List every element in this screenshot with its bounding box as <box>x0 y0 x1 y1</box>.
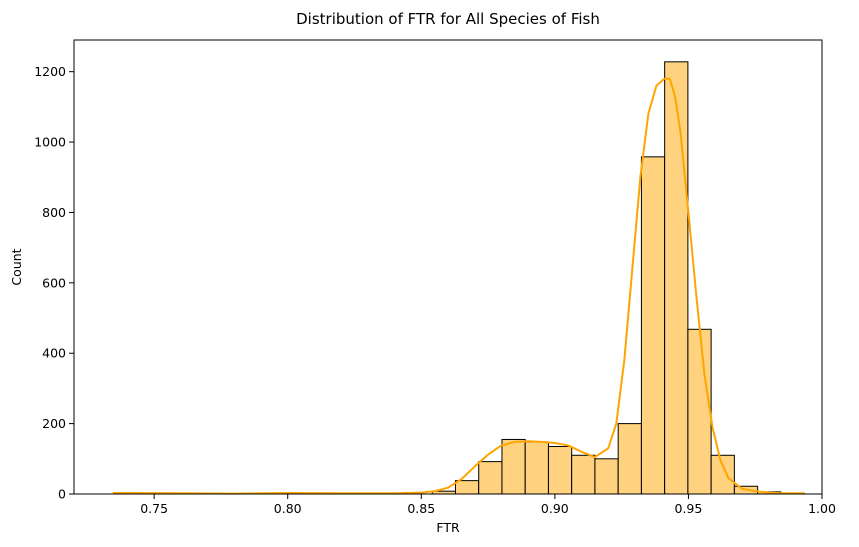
y-tick-label: 1200 <box>34 64 66 79</box>
y-axis-ticks: 0 200 400 600 800 1000 1200 <box>34 64 74 502</box>
y-tick-label: 600 <box>42 275 66 290</box>
chart-title: Distribution of FTR for All Species of F… <box>296 10 600 28</box>
histogram-bar-1 <box>454 480 480 495</box>
histogram-bars <box>431 61 805 495</box>
histogram-bar-9 <box>640 156 666 495</box>
x-tick-label: 0.80 <box>274 501 302 516</box>
kde-curve-line <box>112 77 805 495</box>
x-tick-label: 0.85 <box>407 501 435 516</box>
y-axis-label: Count <box>9 248 24 285</box>
histogram-bar-3 <box>501 438 526 495</box>
histogram-bar-5 <box>547 445 573 495</box>
plot-frame <box>73 39 823 495</box>
histogram-bar-6 <box>571 454 596 495</box>
histogram-bar-8 <box>617 423 642 495</box>
histogram-bar-4 <box>524 441 549 495</box>
x-tick-label: 0.90 <box>541 501 569 516</box>
y-tick-label: 800 <box>42 205 66 220</box>
y-tick-label: 1000 <box>34 135 66 150</box>
x-tick-label: 0.95 <box>675 501 703 516</box>
x-axis-label: FTR <box>436 520 460 535</box>
x-axis-ticks: 0.75 0.80 0.85 0.90 0.95 1.00 <box>140 494 836 516</box>
y-tick-label: 400 <box>42 346 66 361</box>
y-tick-label: 0 <box>58 487 66 502</box>
histogram-bar-10 <box>664 61 689 495</box>
histogram-bar-11 <box>687 328 712 495</box>
y-tick-label: 200 <box>42 416 66 431</box>
histogram-bar-7 <box>594 458 619 495</box>
histogram-bar-12 <box>710 454 735 495</box>
x-tick-label: 1.00 <box>808 501 836 516</box>
histogram-bar-2 <box>478 461 503 495</box>
x-tick-label: 0.75 <box>140 501 168 516</box>
